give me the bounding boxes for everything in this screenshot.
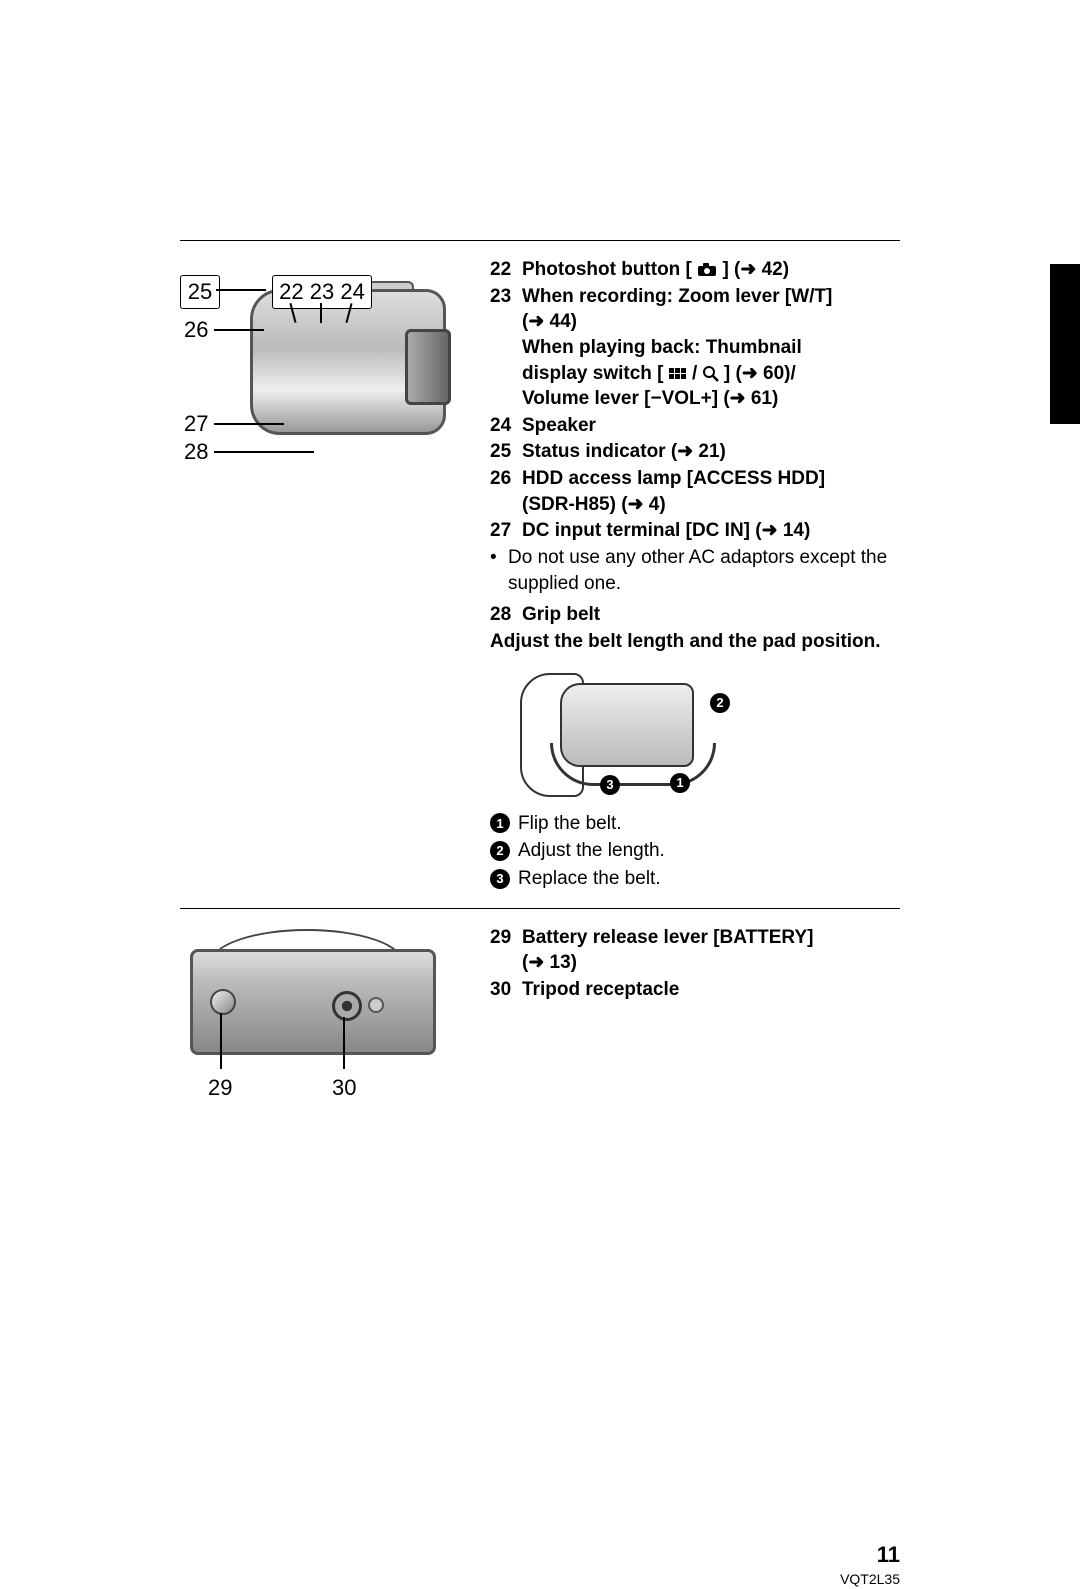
- callout-26: 26: [184, 315, 208, 345]
- arrow-icon: ➜: [528, 952, 544, 973]
- item-28: 28Grip belt: [490, 602, 900, 628]
- item-23: 23 When recording: Zoom lever [W/T] (➜ 4…: [490, 284, 900, 412]
- item-29: 29Battery release lever [BATTERY](➜ 13): [490, 925, 900, 976]
- item-26: 26HDD access lamp [ACCESS HDD](SDR-H85) …: [490, 466, 900, 517]
- thumbnail-icon: [669, 368, 687, 380]
- item-24: 24Speaker: [490, 413, 900, 439]
- step-2-num: 2: [490, 841, 510, 861]
- step-3: 3 Replace the belt.: [490, 866, 900, 892]
- callout-28: 28: [184, 437, 208, 467]
- item-23-num: 23: [490, 284, 522, 412]
- battery-lever-shape: [210, 989, 236, 1015]
- callout-25-line: [216, 289, 266, 291]
- item-27: 27DC input terminal [DC IN] (➜ 14): [490, 518, 900, 544]
- arrow-icon: ➜: [677, 441, 693, 462]
- page-content: 25 22 23 24 26 27 28 22 Photoshot: [180, 240, 900, 1109]
- section-tab: [1050, 264, 1080, 424]
- item-30-text: Tripod receptacle: [522, 977, 900, 1003]
- callout-26-line: [214, 329, 264, 331]
- item-25-num: 25: [490, 439, 522, 465]
- item-25-text: Status indicator (➜ 21): [522, 439, 900, 465]
- item-24-text: Speaker: [522, 413, 900, 439]
- hand-callout-2: 2: [710, 693, 730, 713]
- callout-28-line: [214, 451, 314, 453]
- item-28-text: Grip belt: [522, 602, 900, 628]
- item-27-num: 27: [490, 518, 522, 544]
- hand-callout-1: 1: [670, 773, 690, 793]
- page-number: 11: [840, 1540, 900, 1570]
- arrow-icon: ➜: [730, 388, 746, 409]
- callout-30: 30: [332, 1073, 356, 1103]
- item-23-text: When recording: Zoom lever [W/T] (➜ 44) …: [522, 284, 900, 412]
- section-2: 29 30 29Battery release lever [BATTERY](…: [180, 909, 900, 1109]
- figure-top-wrap: 25 22 23 24 26 27 28: [180, 241, 480, 479]
- item-27-text: DC input terminal [DC IN] (➜ 14): [522, 518, 900, 544]
- arrow-icon: ➜: [528, 311, 544, 332]
- item-28-num: 28: [490, 602, 522, 628]
- arrow-icon: ➜: [628, 494, 644, 515]
- page-footer: 11 VQT2L35: [840, 1540, 900, 1589]
- callout-23-line: [320, 303, 322, 323]
- small-hole-shape: [368, 997, 384, 1013]
- item-24-num: 24: [490, 413, 522, 439]
- adjust-text: Adjust the belt length and the pad posit…: [490, 629, 900, 655]
- figure-bottom-wrap: 29 30: [180, 909, 480, 1109]
- grip-steps: 1 Flip the belt. 2 Adjust the length. 3 Rep…: [490, 811, 900, 892]
- step-2: 2 Adjust the length.: [490, 838, 900, 864]
- step-1-num: 1: [490, 813, 510, 833]
- item-22-num: 22: [490, 257, 522, 283]
- callout-22-23-24: 22 23 24: [272, 275, 372, 309]
- item-29-num: 29: [490, 925, 522, 976]
- step-3-num: 3: [490, 869, 510, 889]
- item-27-note-text: Do not use any other AC adaptors except …: [508, 545, 900, 596]
- step-3-text: Replace the belt.: [518, 866, 661, 892]
- step-1-text: Flip the belt.: [518, 811, 622, 837]
- item-30: 30Tripod receptacle: [490, 977, 900, 1003]
- magnify-icon: [703, 366, 719, 382]
- section-1: 25 22 23 24 26 27 28 22 Photoshot: [180, 241, 900, 902]
- callout-27: 27: [184, 409, 208, 439]
- item-26-text: HDD access lamp [ACCESS HDD](SDR-H85) (➜…: [522, 466, 900, 517]
- hand-callout-3: 3: [600, 775, 620, 795]
- parts-list-bottom: 29Battery release lever [BATTERY](➜ 13) …: [480, 909, 900, 1004]
- strap-shape: [550, 743, 716, 786]
- camera-bottom-figure: 29 30: [180, 929, 440, 1109]
- parts-list: 22 Photoshot button [ ] (➜ 42) 23 When r…: [490, 257, 900, 544]
- step-2-text: Adjust the length.: [518, 838, 665, 864]
- callout-29-line: [220, 1013, 222, 1069]
- step-1: 1 Flip the belt.: [490, 811, 900, 837]
- item-27-note: •Do not use any other AC adaptors except…: [490, 545, 900, 596]
- arrow-icon: ➜: [740, 259, 756, 280]
- callout-30-line: [343, 1017, 345, 1069]
- grip-belt-figure: 2 1 3: [510, 663, 730, 803]
- camera-top-figure: 25 22 23 24 26 27 28: [180, 259, 460, 479]
- document-id: VQT2L35: [840, 1570, 900, 1589]
- parts-list-28: 28Grip belt: [490, 602, 900, 628]
- arrow-icon: ➜: [762, 520, 778, 541]
- callout-25: 25: [180, 275, 220, 309]
- callout-29: 29: [208, 1073, 232, 1103]
- item-26-num: 26: [490, 466, 522, 517]
- parts-list-2: 29Battery release lever [BATTERY](➜ 13) …: [490, 925, 900, 1003]
- item-22: 22 Photoshot button [ ] (➜ 42): [490, 257, 900, 283]
- item-25: 25Status indicator (➜ 21): [490, 439, 900, 465]
- parts-list-top: 22 Photoshot button [ ] (➜ 42) 23 When r…: [480, 241, 900, 902]
- item-22-text: Photoshot button [ ] (➜ 42): [522, 257, 900, 283]
- callout-27-line: [214, 423, 284, 425]
- arrow-icon: ➜: [742, 363, 758, 384]
- camera-icon: [697, 263, 717, 277]
- item-30-num: 30: [490, 977, 522, 1003]
- tripod-hole-shape: [332, 991, 362, 1021]
- camera-lens-shape: [405, 329, 451, 405]
- item-29-text: Battery release lever [BATTERY](➜ 13): [522, 925, 900, 976]
